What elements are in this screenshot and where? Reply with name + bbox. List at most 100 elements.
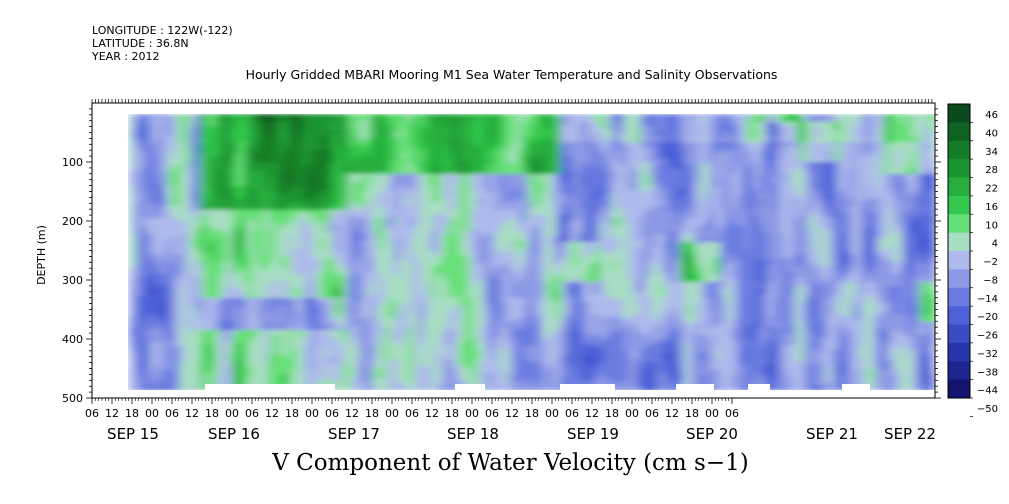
heatmap-cell	[140, 198, 145, 203]
heatmap-cell	[128, 130, 133, 135]
heatmap-cell	[232, 266, 237, 271]
heatmap-cell	[164, 242, 169, 247]
heatmap-cell	[228, 246, 233, 251]
heatmap-cell	[200, 282, 205, 287]
heatmap-cell	[144, 314, 149, 319]
heatmap-cell	[232, 374, 237, 379]
heatmap-cell	[168, 298, 173, 303]
heatmap-cell	[236, 378, 241, 383]
heatmap-cell	[172, 334, 177, 339]
heatmap-cell	[232, 302, 237, 307]
heatmap-cell	[132, 162, 137, 167]
heatmap-cell	[216, 354, 221, 359]
heatmap-cell	[136, 234, 141, 239]
heatmap-cell	[164, 338, 169, 343]
heatmap-cell	[192, 278, 197, 283]
heatmap-cell	[180, 262, 185, 267]
heatmap-cell	[224, 338, 229, 343]
heatmap-cell	[248, 198, 253, 203]
heatmap-cell	[172, 214, 177, 219]
heatmap-cell	[244, 338, 249, 343]
heatmap-cell	[240, 222, 245, 227]
heatmap-cell	[200, 142, 205, 147]
heatmap-cell	[180, 314, 185, 319]
heatmap-cell	[164, 162, 169, 167]
heatmap-cell	[168, 114, 173, 119]
heatmap-cell	[180, 210, 185, 215]
heatmap-cell	[200, 354, 205, 359]
heatmap-cell	[184, 338, 189, 343]
heatmap-cell	[156, 178, 161, 183]
heatmap-cell	[176, 190, 181, 195]
heatmap-cell	[128, 358, 133, 363]
heatmap-cell	[128, 150, 133, 155]
heatmap-cell	[216, 222, 221, 227]
heatmap-cell	[232, 334, 237, 339]
heatmap-cell	[164, 310, 169, 315]
heatmap-cell	[132, 366, 137, 371]
heatmap-cell	[236, 230, 241, 235]
heatmap-cell	[172, 114, 177, 119]
heatmap-cell	[176, 246, 181, 251]
heatmap-cell	[152, 154, 157, 159]
heatmap-cell	[140, 330, 145, 335]
heatmap-cell	[232, 142, 237, 147]
heatmap-cell	[132, 322, 137, 327]
heatmap-cell	[196, 226, 201, 231]
heatmap-cell	[196, 358, 201, 363]
heatmap-cell	[224, 242, 229, 247]
heatmap-cell	[220, 286, 225, 291]
heatmap-cell	[196, 334, 201, 339]
heatmap-cell	[144, 306, 149, 311]
heatmap-cell	[204, 230, 209, 235]
heatmap-cell	[136, 334, 141, 339]
heatmap-cell	[172, 370, 177, 375]
heatmap-cell	[148, 354, 153, 359]
heatmap-cell	[216, 138, 221, 143]
heatmap-cell	[220, 302, 225, 307]
heatmap-cell	[152, 246, 157, 251]
heatmap-cell	[160, 230, 165, 235]
heatmap-cell	[228, 282, 233, 287]
heatmap-cell	[152, 190, 157, 195]
heatmap-cell	[140, 166, 145, 171]
heatmap-cell	[136, 226, 141, 231]
heatmap-cell	[208, 206, 213, 211]
metadata-block: LONGITUDE : 122W(-122) LATITUDE : 36.8N …	[92, 24, 233, 63]
heatmap-cell	[132, 298, 137, 303]
heatmap-cell	[240, 266, 245, 271]
heatmap-cell	[128, 330, 133, 335]
heatmap-cell	[148, 170, 153, 175]
heatmap-cell	[152, 366, 157, 371]
heatmap-cell	[200, 210, 205, 215]
heatmap-cell	[212, 318, 217, 323]
heatmap-cell	[200, 230, 205, 235]
heatmap-cell	[244, 234, 249, 239]
heatmap-cell	[228, 238, 233, 243]
heatmap-cell	[132, 266, 137, 271]
heatmap-cell	[188, 270, 193, 275]
heatmap-cell	[180, 342, 185, 347]
heatmap-cell	[192, 150, 197, 155]
heatmap-cell	[128, 254, 133, 259]
heatmap-cell	[164, 210, 169, 215]
heatmap-cell	[148, 134, 153, 139]
heatmap-cell	[224, 274, 229, 279]
heatmap-cell	[208, 150, 213, 155]
heatmap-cell	[168, 202, 173, 207]
heatmap-cell	[168, 278, 173, 283]
heatmap-cell	[204, 118, 209, 123]
heatmap-cell	[172, 342, 177, 347]
heatmap-cell	[132, 286, 137, 291]
heatmap-cell	[220, 298, 225, 303]
heatmap-cell	[216, 118, 221, 123]
heatmap-cell	[136, 166, 141, 171]
heatmap-cell	[152, 218, 157, 223]
heatmap-cell	[140, 266, 145, 271]
heatmap-cell	[160, 366, 165, 371]
heatmap-cell	[208, 166, 213, 171]
heatmap-cell	[160, 286, 165, 291]
heatmap-cell	[156, 246, 161, 251]
heatmap-cell	[168, 134, 173, 139]
heatmap-cell	[168, 290, 173, 295]
